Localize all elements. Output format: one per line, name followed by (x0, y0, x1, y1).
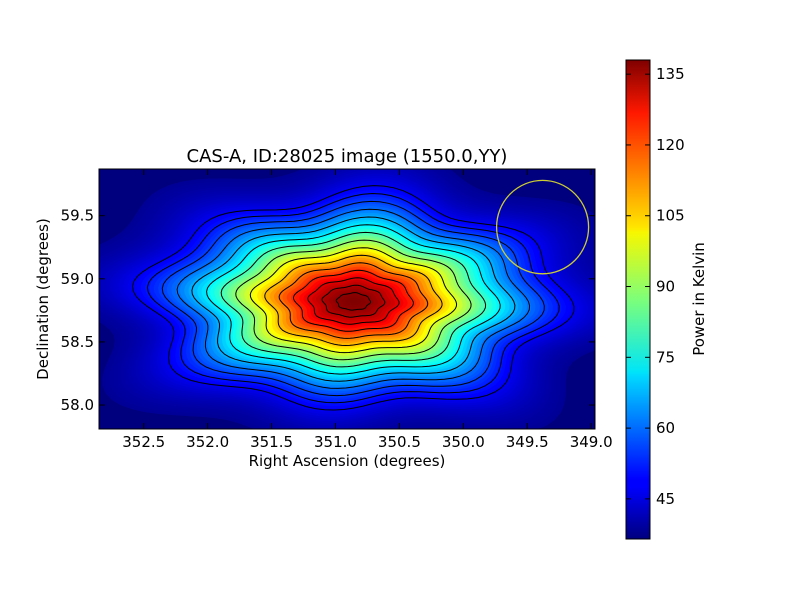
contour-line (146, 192, 560, 404)
colorbar-tick-label: 75 (656, 348, 675, 366)
x-tick-label: 352.0 (186, 433, 229, 451)
contour-line (292, 269, 414, 332)
colorbar: 45 60 75 90 105 120 135 Power in Kelvin (625, 59, 708, 540)
x-axis-label: Right Ascension (degrees) (249, 452, 446, 470)
y-tick-label: 58.5 (61, 333, 94, 351)
chart-title: CAS-A, ID:28025 image (1550.0,YY) (187, 146, 508, 167)
x-tick-label: 351.5 (250, 433, 293, 451)
colorbar-tick-label: 135 (656, 65, 685, 83)
x-tick-label: 349.5 (506, 433, 549, 451)
contour-line (278, 262, 429, 339)
x-tick-label: 349.0 (570, 433, 613, 451)
y-tick-label: 59.5 (61, 207, 94, 225)
contour-line (191, 216, 516, 382)
y-axis-label: Declination (degrees) (34, 218, 52, 380)
colorbar-tick-label: 45 (656, 490, 675, 508)
contour-lines (131, 185, 575, 411)
colorbar-tick-label: 60 (656, 419, 675, 437)
contour-line (264, 254, 443, 347)
contour-line (249, 247, 458, 354)
contour-line (176, 208, 531, 389)
x-axis-ticks: 352.5 352.0 351.5 351.0 350.5 350.0 349.5 349.0 (122, 169, 613, 451)
colorbar-tick-label: 105 (656, 207, 685, 225)
colorbar-gradient (625, 59, 651, 540)
colorbar-tick-label: 120 (656, 136, 685, 154)
colorbar-label: Power in Kelvin (690, 242, 708, 356)
contour-line (335, 292, 372, 311)
contour-line (161, 200, 545, 397)
contour-line (235, 239, 472, 361)
contour-line (131, 185, 575, 411)
x-tick-label: 352.5 (122, 433, 165, 451)
contour-line (220, 231, 487, 368)
contour-line (307, 277, 400, 325)
x-tick-label: 350.5 (378, 433, 421, 451)
y-axis-ticks: 58.0 58.5 59.0 59.5 (61, 207, 595, 414)
colorbar-tick-label: 90 (656, 278, 675, 296)
colorbar-ticks: 45 60 75 90 105 120 135 (626, 65, 685, 508)
x-tick-label: 350.0 (442, 433, 485, 451)
heat-layer (349, 299, 358, 304)
contour-line (321, 284, 386, 318)
y-tick-label: 59.0 (61, 270, 94, 288)
contour-line (206, 224, 501, 375)
heatmap-plot: 352.5 352.0 351.5 351.0 350.5 350.0 349.5 349.0… (61, 168, 613, 451)
x-tick-label: 351.0 (314, 433, 357, 451)
plot-frame (98, 168, 596, 430)
beam-circle (495, 179, 590, 275)
y-tick-label: 58.0 (61, 396, 94, 414)
